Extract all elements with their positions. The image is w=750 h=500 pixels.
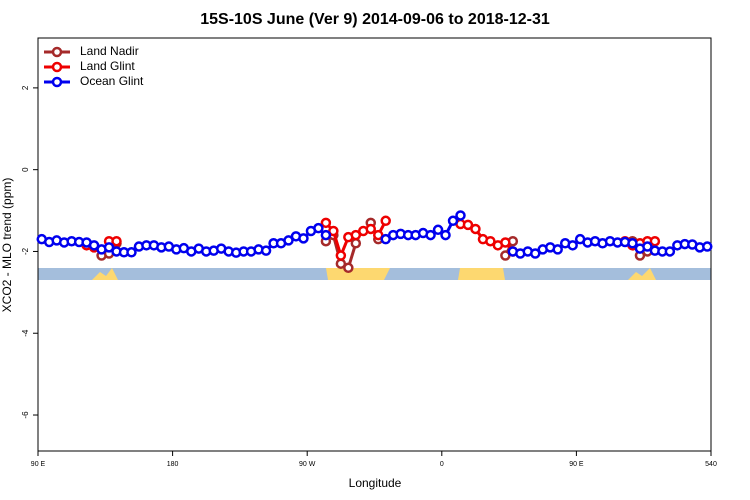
data-point [380,215,391,227]
data-point [320,217,332,229]
land-patch [628,268,656,280]
data-point [432,224,444,236]
data-point [111,235,122,247]
legend-label: Ocean Glint [80,74,144,88]
data-point [313,222,324,234]
y-axis-label: XCO2 - MLO trend (ppm) [0,178,14,313]
y-tick-label: 2 [21,85,30,90]
data-point [343,262,354,274]
land-patch [92,268,118,280]
data-point [552,244,563,255]
data-point [530,248,541,259]
data-point [380,233,391,245]
data-point [455,210,466,221]
x-tick-label: 540 [705,461,717,468]
data-point [320,229,332,241]
land-patch [326,268,390,280]
data-point [103,242,115,253]
data-point [440,229,451,241]
data-point [470,223,481,235]
y-tick-label: -6 [21,411,30,419]
legend-marker [51,61,63,73]
x-tick-label: 0 [440,461,444,468]
data-point [462,219,474,231]
x-tick-label: 90 W [299,461,316,468]
data-point [260,245,272,256]
data-point [328,225,339,237]
land-mask [38,268,711,280]
legend-label: Land Nadir [80,44,139,58]
legend-label: Land Glint [80,59,135,73]
data-point [702,241,713,252]
data-point [425,229,436,241]
data-point [88,240,100,251]
data-point [372,229,384,241]
data-point [365,223,377,235]
chart-title: 15S-10S June (Ver 9) 2014-09-06 to 2018-… [200,11,550,28]
data-point [627,238,638,249]
data-point [485,235,496,247]
x-tick-label: 90 E [31,461,46,468]
data-point [350,229,362,241]
data-point [335,250,347,261]
y-tick-label: -2 [21,247,30,255]
data-point [567,240,578,251]
y-tick-label: 0 [21,167,30,172]
x-tick-label: 90 E [569,461,584,468]
x-axis-label: Longitude [349,476,402,490]
data-point [642,241,653,252]
data-point [649,235,661,247]
data-point [500,250,511,261]
y-tick-label: -4 [21,329,30,337]
data-point [447,215,459,227]
legend-marker [51,46,63,58]
data-point [298,233,309,244]
data-point [350,238,362,249]
land-patch [458,268,505,280]
data-point [664,246,676,257]
legend-marker [51,76,63,88]
data-point [500,237,511,248]
x-tick-label: 180 [167,461,179,468]
data-point [126,247,137,258]
data-point [283,235,294,246]
